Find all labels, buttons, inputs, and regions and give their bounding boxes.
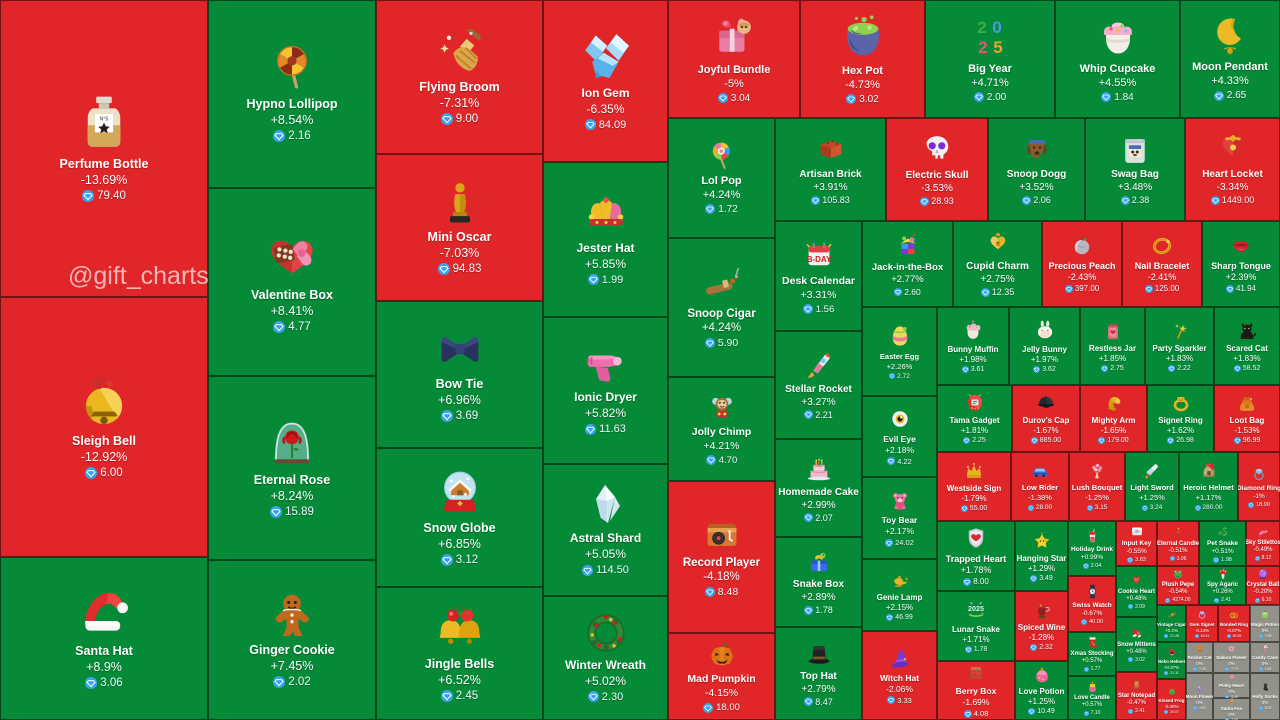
svg-text:2: 2 bbox=[977, 18, 986, 37]
svg-text:5: 5 bbox=[993, 38, 1002, 56]
svg-text:N°5: N°5 bbox=[100, 116, 109, 122]
svg-text:B-DAY: B-DAY bbox=[806, 255, 831, 264]
svg-text:2025: 2025 bbox=[968, 605, 984, 613]
svg-text:2: 2 bbox=[978, 38, 987, 56]
svg-text:0: 0 bbox=[992, 18, 1001, 37]
